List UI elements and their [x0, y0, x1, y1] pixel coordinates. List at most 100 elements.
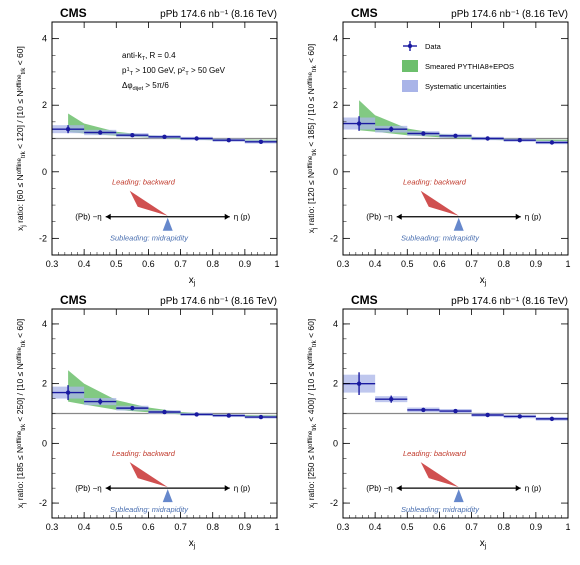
cms-label: CMS: [351, 6, 378, 20]
x-tick-label: 0.8: [206, 259, 219, 269]
y-axis-label-part: < 60]: [15, 46, 25, 68]
y-axis-label-part: trk: [311, 148, 318, 156]
y-axis-label-part: ratio: [250 ≤ N: [306, 447, 316, 503]
leading-label: Leading: backward: [403, 178, 467, 187]
y-axis-label-part: trk: [311, 423, 318, 431]
data-point: [389, 126, 394, 132]
y-tick-label: -2: [330, 498, 338, 508]
y-tick-label: 2: [333, 100, 338, 110]
eta-left-label: (Pb) −η: [75, 213, 101, 222]
x-tick-label: 0.7: [465, 522, 478, 532]
y-tick-label: 0: [42, 167, 47, 177]
x-axis-label: xj: [189, 275, 196, 287]
x-tick-label: 0.7: [174, 522, 187, 532]
data-point: [549, 140, 555, 145]
cms-label: CMS: [60, 6, 87, 20]
subleading-jet-cone: [162, 217, 173, 231]
data-point: [162, 409, 167, 415]
y-tick-label: 0: [42, 438, 47, 448]
x-tick-label: 0.5: [110, 259, 123, 269]
y-tick-label: 4: [333, 319, 338, 329]
x-tick-label: 0.8: [206, 522, 219, 532]
cms-label: CMS: [351, 293, 378, 307]
eta-arrow-right: [515, 213, 521, 220]
y-axis-label-part: x: [306, 503, 316, 508]
x-axis-label-part: x: [189, 275, 194, 286]
leading-label: Leading: backward: [403, 449, 467, 458]
y-tick-label: 2: [42, 379, 47, 389]
eta-right-label: η (p): [234, 484, 251, 493]
x-tick-label: 0.3: [46, 259, 59, 269]
y-axis-label-part: offline: [307, 430, 314, 447]
x-tick-label: 0.7: [465, 259, 478, 269]
x-tick-label: 0.3: [337, 259, 350, 269]
eta-right-label: η (p): [525, 213, 542, 222]
panel-4: CMS pPb 174.6 nb⁻¹ (8.16 TeV) 0.3 0.4 0.5 0.6…: [306, 293, 571, 550]
leading-jet-cone: [129, 462, 168, 488]
data-point: [65, 126, 71, 132]
data-point: [421, 407, 426, 413]
x-tick-label: 1: [274, 522, 279, 532]
data-point: [65, 390, 71, 395]
data-point: [258, 139, 264, 145]
leading-jet-cone: [420, 462, 459, 488]
subleading-label: Subleading: midrapidity: [401, 505, 480, 514]
leading-label: Leading: backward: [112, 449, 176, 458]
x-axis-label-part: j: [193, 541, 196, 550]
x-axis-label: xj: [189, 538, 196, 550]
y-axis-label-part: < 400] / [10 ≤ N: [306, 363, 316, 424]
x-axis-label: xj: [480, 275, 487, 287]
x-tick-label: 0.5: [401, 259, 414, 269]
x-tick-label: 0.9: [530, 259, 543, 269]
model-band: [68, 370, 277, 417]
eta-arrow-left: [105, 485, 111, 492]
x-tick-label: 0.4: [369, 522, 382, 532]
x-tick-label: 0.8: [497, 522, 510, 532]
cut-algo: anti-kT, R = 0.4: [122, 51, 176, 62]
x-tick-label: 0.6: [433, 522, 446, 532]
data-point: [194, 136, 199, 141]
subleading-label: Subleading: midrapidity: [110, 234, 189, 243]
data-point: [98, 130, 103, 135]
x-tick-label: 0.5: [110, 522, 123, 532]
y-tick-label: 4: [333, 34, 338, 44]
data-point: [258, 414, 264, 420]
data-point: [453, 408, 458, 414]
leading-label: Leading: backward: [112, 178, 176, 187]
eta-arrow-left: [396, 485, 402, 492]
data-point: [485, 412, 490, 418]
eta-right-label: η (p): [234, 213, 251, 222]
eta-left-label: (Pb) −η: [366, 484, 392, 493]
subleading-label: Subleading: midrapidity: [401, 234, 480, 243]
data-point: [226, 413, 231, 418]
y-axis-label-part: < 60]: [306, 319, 316, 341]
y-axis-label-part: offline: [307, 346, 314, 363]
legend: Data Smeared PYTHIA8+EPOS Systematic uncer…: [402, 41, 514, 92]
x-tick-label: 0.3: [46, 522, 59, 532]
subleading-label: Subleading: midrapidity: [110, 505, 189, 514]
subleading-jet-cone: [453, 489, 464, 503]
cut-dphi-part: dijet: [133, 86, 144, 92]
x-tick-label: 0.6: [433, 259, 446, 269]
data-point: [194, 412, 199, 417]
cut-pt-lead-part: > 50 GeV: [189, 66, 226, 75]
x-tick-label: 0.7: [174, 259, 187, 269]
y-tick-label: 2: [42, 100, 47, 110]
y-tick-label: 2: [333, 379, 338, 389]
x-tick-label: 0.5: [401, 522, 414, 532]
y-axis-label-part: j: [311, 228, 318, 230]
data-point: [485, 136, 490, 141]
cut-pt-lead-part: T: [130, 71, 134, 77]
subleading-jet-cone: [162, 489, 173, 503]
y-axis-label-part: trk: [20, 67, 27, 75]
data-point: [98, 399, 103, 404]
y-axis-label-part: j: [20, 225, 27, 227]
y-axis-label-part: offline: [16, 346, 23, 363]
eta-arrow-right: [224, 485, 230, 492]
cms-label: CMS: [60, 293, 87, 307]
x-axis-label-part: x: [480, 538, 485, 549]
eta-arrow-left: [396, 213, 402, 220]
y-axis-label: xj ratio: [60 ≤ Nofflinetrk < 120] / [10…: [15, 46, 27, 231]
cut-dphi-part: Δφ: [122, 81, 133, 90]
